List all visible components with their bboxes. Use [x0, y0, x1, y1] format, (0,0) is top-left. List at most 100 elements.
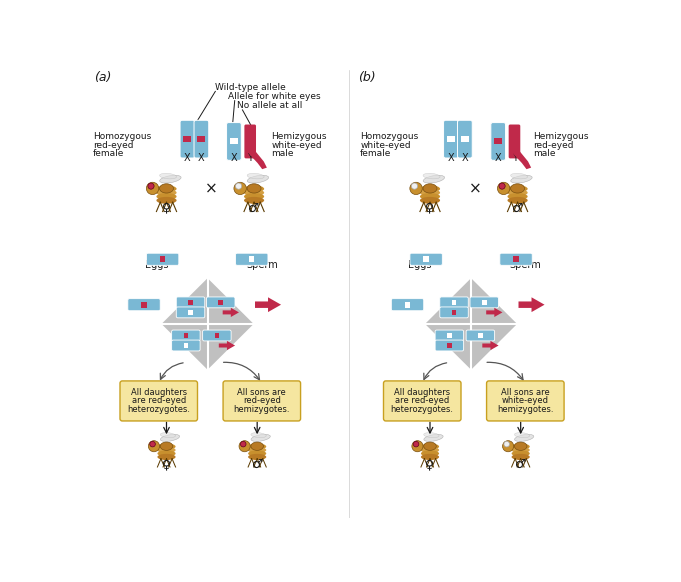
- Bar: [219, 300, 223, 305]
- FancyBboxPatch shape: [236, 253, 268, 265]
- Text: (b): (b): [358, 70, 375, 84]
- Ellipse shape: [423, 173, 440, 179]
- Text: All daughters: All daughters: [394, 388, 450, 398]
- Ellipse shape: [157, 450, 176, 457]
- Circle shape: [146, 182, 159, 194]
- Bar: [424, 256, 429, 262]
- Text: female: female: [360, 149, 392, 158]
- Circle shape: [413, 441, 419, 447]
- Text: Hemizygous: Hemizygous: [533, 132, 588, 141]
- Text: Eggs: Eggs: [408, 261, 432, 271]
- Polygon shape: [511, 149, 531, 169]
- Bar: [160, 256, 165, 262]
- Ellipse shape: [511, 443, 530, 450]
- FancyBboxPatch shape: [491, 123, 505, 160]
- FancyBboxPatch shape: [176, 307, 205, 318]
- Text: hemizygotes.: hemizygotes.: [234, 404, 290, 414]
- FancyBboxPatch shape: [466, 330, 494, 341]
- Text: white-eyed: white-eyed: [271, 141, 321, 150]
- Ellipse shape: [424, 434, 443, 441]
- Bar: [452, 300, 456, 305]
- Bar: [513, 256, 519, 262]
- Text: ♂: ♂: [251, 458, 263, 471]
- Ellipse shape: [157, 454, 176, 460]
- Text: female: female: [93, 149, 124, 158]
- Ellipse shape: [511, 173, 528, 179]
- Ellipse shape: [507, 189, 528, 196]
- Ellipse shape: [424, 432, 439, 438]
- Ellipse shape: [247, 184, 261, 193]
- Ellipse shape: [251, 432, 266, 438]
- Bar: [494, 139, 503, 144]
- Circle shape: [504, 441, 509, 447]
- Bar: [452, 310, 456, 315]
- Text: are red-eyed: are red-eyed: [131, 396, 186, 406]
- Text: All sons are: All sons are: [501, 388, 550, 398]
- Ellipse shape: [511, 175, 532, 183]
- Ellipse shape: [248, 443, 266, 450]
- FancyBboxPatch shape: [206, 297, 235, 308]
- FancyBboxPatch shape: [128, 299, 160, 311]
- Text: Allele for white eyes: Allele for white eyes: [229, 92, 321, 101]
- Text: X: X: [184, 152, 191, 163]
- Bar: [184, 333, 188, 338]
- Ellipse shape: [511, 447, 530, 453]
- Ellipse shape: [421, 450, 439, 457]
- Ellipse shape: [160, 432, 176, 438]
- Polygon shape: [159, 276, 255, 372]
- Ellipse shape: [421, 447, 439, 453]
- Text: No allele at all: No allele at all: [237, 101, 302, 111]
- Polygon shape: [423, 276, 519, 372]
- Polygon shape: [219, 341, 235, 350]
- FancyBboxPatch shape: [172, 340, 200, 351]
- Ellipse shape: [421, 454, 439, 460]
- Ellipse shape: [421, 443, 439, 450]
- Polygon shape: [247, 149, 267, 169]
- Text: X: X: [447, 152, 454, 163]
- Bar: [447, 136, 455, 142]
- Text: Y: Y: [511, 152, 518, 163]
- Text: red-eyed: red-eyed: [243, 396, 281, 406]
- Ellipse shape: [159, 173, 176, 179]
- Ellipse shape: [514, 432, 530, 438]
- Ellipse shape: [248, 454, 266, 460]
- Text: ×: ×: [205, 181, 218, 196]
- Text: white-eyed: white-eyed: [360, 141, 411, 150]
- Ellipse shape: [160, 442, 173, 450]
- Circle shape: [497, 182, 510, 194]
- Text: Homozygous: Homozygous: [93, 132, 151, 141]
- FancyBboxPatch shape: [443, 120, 458, 158]
- Polygon shape: [482, 341, 498, 350]
- Text: Y: Y: [247, 152, 253, 163]
- FancyBboxPatch shape: [440, 307, 469, 318]
- Ellipse shape: [244, 193, 264, 200]
- Text: ♀: ♀: [162, 458, 171, 471]
- Ellipse shape: [244, 197, 264, 204]
- FancyBboxPatch shape: [435, 330, 464, 341]
- Ellipse shape: [420, 189, 440, 196]
- FancyBboxPatch shape: [146, 253, 179, 265]
- Bar: [461, 136, 469, 142]
- Ellipse shape: [511, 454, 530, 460]
- Text: X: X: [462, 152, 468, 163]
- Ellipse shape: [420, 193, 440, 200]
- FancyBboxPatch shape: [440, 297, 469, 308]
- Bar: [184, 343, 188, 348]
- Bar: [405, 301, 410, 308]
- Circle shape: [239, 441, 250, 452]
- Text: All sons are: All sons are: [238, 388, 286, 398]
- Text: male: male: [533, 149, 556, 158]
- FancyBboxPatch shape: [392, 299, 424, 311]
- FancyBboxPatch shape: [223, 381, 300, 421]
- Bar: [230, 139, 238, 144]
- Ellipse shape: [157, 185, 176, 192]
- Text: All daughters: All daughters: [131, 388, 187, 398]
- Text: ♂: ♂: [512, 201, 523, 215]
- Text: ♂: ♂: [515, 458, 526, 471]
- Circle shape: [148, 441, 159, 452]
- Circle shape: [240, 441, 246, 447]
- Ellipse shape: [424, 442, 437, 450]
- Circle shape: [234, 182, 247, 194]
- Text: Homozygous: Homozygous: [360, 132, 419, 141]
- Ellipse shape: [244, 185, 264, 192]
